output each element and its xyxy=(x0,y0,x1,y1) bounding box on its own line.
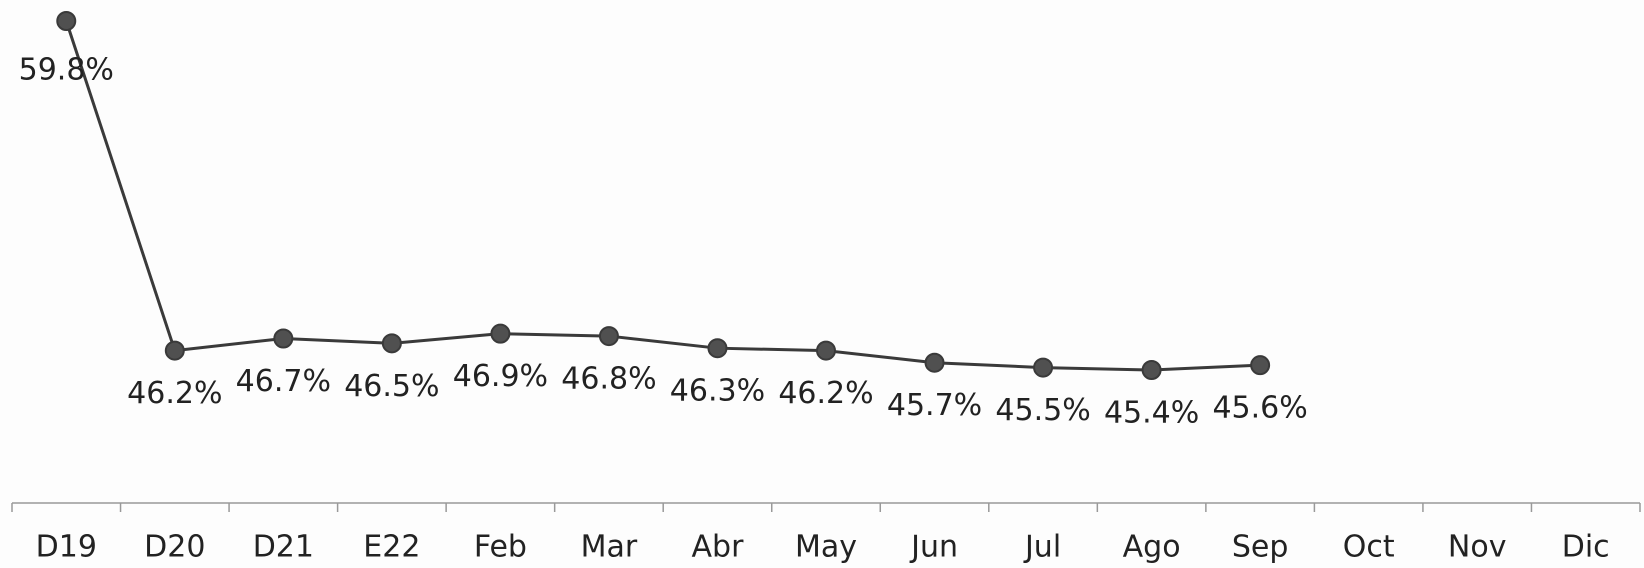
data-label: 45.4% xyxy=(1104,396,1199,431)
data-label: 46.2% xyxy=(127,376,222,411)
line xyxy=(64,20,1261,372)
point xyxy=(490,323,511,344)
data-label: 59.8% xyxy=(19,53,114,88)
x-tick-label: Jul xyxy=(1023,530,1061,565)
data-label: 46.3% xyxy=(670,374,765,409)
data-label: 46.7% xyxy=(236,364,331,399)
x-tick-label: Feb xyxy=(474,530,527,565)
data-label: 45.7% xyxy=(887,388,982,423)
data-label: 45.5% xyxy=(995,393,1090,428)
data-label: 46.2% xyxy=(778,376,873,411)
data-label: 46.8% xyxy=(561,362,656,397)
point xyxy=(1033,357,1054,378)
x-tick-label: D21 xyxy=(253,530,314,565)
point xyxy=(924,352,945,373)
point xyxy=(1250,355,1271,376)
x-tick-label: Abr xyxy=(692,530,745,565)
x-tick-label: D19 xyxy=(36,530,97,565)
x-tick-label: Mar xyxy=(581,530,638,565)
x-tick-label: E22 xyxy=(363,530,420,565)
point xyxy=(816,340,836,361)
data-label: 46.9% xyxy=(453,359,548,394)
x-tick-label: Sep xyxy=(1232,530,1289,565)
x-tick-label: May xyxy=(795,530,857,565)
point xyxy=(1141,360,1162,380)
x-tick-label: Ago xyxy=(1123,530,1181,565)
data-label: 45.6% xyxy=(1212,391,1307,426)
x-tick-label: Jun xyxy=(909,530,958,565)
point xyxy=(381,333,402,354)
point xyxy=(56,11,77,31)
x-tick-label: Dic xyxy=(1562,530,1610,565)
x-tick-label: Oct xyxy=(1343,530,1395,565)
data-label: 46.5% xyxy=(344,369,439,404)
x-tick-label: Nov xyxy=(1448,530,1507,565)
point xyxy=(273,328,294,349)
point xyxy=(598,326,619,347)
point xyxy=(164,340,185,361)
point xyxy=(707,338,728,359)
x-tick-label: D20 xyxy=(144,530,205,565)
